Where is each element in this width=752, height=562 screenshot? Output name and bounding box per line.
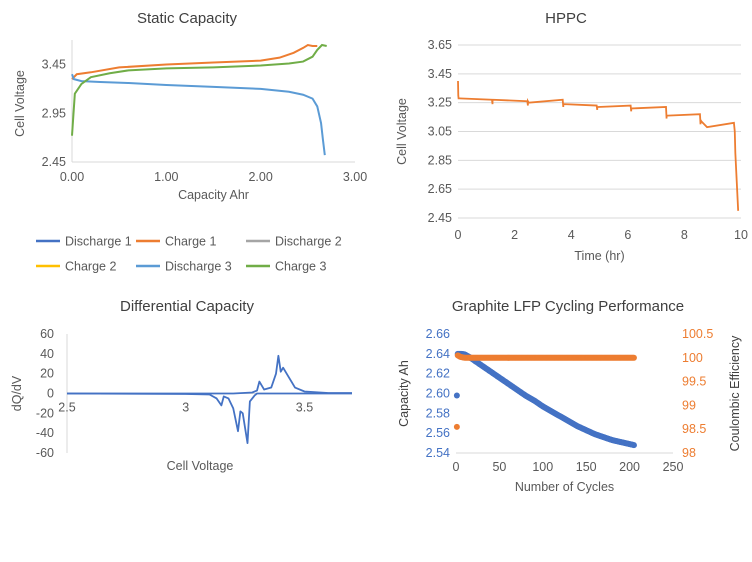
y-tick-label: 2.95: [42, 106, 66, 120]
data-point: [453, 392, 460, 399]
y-axis-label: Capacity Ah: [397, 360, 411, 427]
y-tick-label: 3.05: [428, 125, 452, 139]
x-axis-label: Number of Cycles: [515, 480, 614, 494]
y-tick-label: -20: [36, 406, 54, 420]
x-tick-label: 2.00: [248, 170, 272, 184]
legend-label: Charge 3: [275, 260, 326, 274]
static-capacity-chart: Static Capacity 0.00 1.00 2.00 3.00 2.45 2.95 3…: [13, 10, 367, 274]
y-tick-label: 0: [47, 387, 54, 401]
x-tick-label: 3.5: [296, 401, 313, 415]
y2-tick-label: 98.5: [682, 422, 706, 436]
y-tick-label: 2.45: [428, 211, 452, 225]
y-tick-label: 2.56: [426, 426, 450, 440]
y-tick-label: -40: [36, 426, 54, 440]
y-tick-label: 20: [40, 367, 54, 381]
legend-label: Charge 2: [65, 260, 116, 274]
x-tick-label: 200: [619, 460, 640, 474]
x-tick-label: 2.5: [58, 401, 75, 415]
y-tick-label: -60: [36, 446, 54, 460]
x-tick-label: 0: [455, 228, 462, 242]
y-tick-label: 2.45: [42, 155, 66, 169]
y-tick-label: 3.45: [428, 67, 452, 81]
legend-label: Discharge 3: [165, 260, 232, 274]
y-tick-label: 60: [40, 327, 54, 341]
x-tick-label: 0.00: [60, 170, 84, 184]
y-tick-label: 2.62: [426, 367, 450, 381]
x-tick-label: 150: [576, 460, 597, 474]
y-tick-label: 3.45: [42, 58, 66, 72]
chart-title: Graphite LFP Cycling Performance: [452, 298, 684, 315]
x-axis-label: Cell Voltage: [167, 459, 234, 473]
y-tick-label: 2.60: [426, 387, 450, 401]
y-axis-label: Cell Voltage: [13, 70, 27, 137]
y-tick-label: 3.25: [428, 96, 452, 110]
y-tick-label: 2.65: [428, 182, 452, 196]
differential-capacity-chart: Differential Capacity -60 -40 -20 0 20 40 60 2.5…: [10, 298, 352, 473]
series-line: [66, 392, 352, 444]
series-line: [71, 43, 327, 136]
y2-tick-label: 100.5: [682, 327, 713, 341]
y-axis-label: Cell Voltage: [395, 98, 409, 165]
x-axis-label: Capacity Ahr: [178, 188, 249, 202]
y2-tick-label: 100: [682, 351, 703, 365]
chart-title: Static Capacity: [137, 10, 238, 27]
y2-tick-label: 99.5: [682, 375, 706, 389]
x-tick-label: 6: [624, 228, 631, 242]
y2-axis-label: Coulombic Efficiency: [728, 335, 742, 452]
y2-tick-label: 98: [682, 446, 696, 460]
x-tick-label: 1.00: [154, 170, 178, 184]
series-line: [71, 73, 326, 156]
chart-title: HPPC: [545, 10, 587, 27]
x-tick-label: 50: [492, 460, 506, 474]
y-tick-label: 2.58: [426, 406, 450, 420]
series-line: [457, 81, 740, 211]
x-tick-label: 3: [182, 401, 189, 415]
series-line: [71, 43, 318, 80]
data-point: [453, 423, 460, 430]
cycling-performance-chart: Graphite LFP Cycling Performance 2.54 2.56…: [397, 298, 742, 494]
y-tick-label: 2.66: [426, 327, 450, 341]
chart-title: Differential Capacity: [120, 298, 254, 315]
series-line: [67, 354, 352, 395]
y-tick-label: 2.54: [426, 446, 450, 460]
x-tick-label: 2: [511, 228, 518, 242]
y-tick-label: 3.65: [428, 38, 452, 52]
x-tick-label: 3.00: [343, 170, 367, 184]
x-tick-label: 10: [734, 228, 748, 242]
x-tick-label: 0: [453, 460, 460, 474]
y2-tick-label: 99: [682, 398, 696, 412]
legend-label: Discharge 1: [65, 235, 132, 249]
x-axis-label: Time (hr): [574, 249, 624, 263]
y-axis-label: dQ/dV: [10, 375, 24, 411]
data-point: [630, 442, 637, 449]
y-tick-label: 40: [40, 347, 54, 361]
y-tick-label: 2.85: [428, 153, 452, 167]
x-tick-label: 250: [663, 460, 684, 474]
x-tick-label: 100: [532, 460, 553, 474]
legend-label: Charge 1: [165, 235, 216, 249]
x-tick-label: 4: [568, 228, 575, 242]
y-tick-label: 2.64: [426, 347, 450, 361]
legend-label: Discharge 2: [275, 235, 342, 249]
data-point: [630, 354, 637, 361]
x-tick-label: 8: [681, 228, 688, 242]
hppc-chart: HPPC 2.45 2.65 2.85 3.05 3.25 3.45 3.65 0 2 4 6 8 10 T…: [395, 10, 748, 263]
